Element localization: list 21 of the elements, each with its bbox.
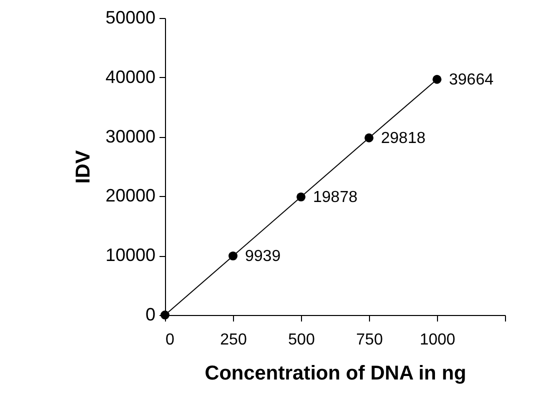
x-axis-title: Concentration of DNA in ng [204,362,466,384]
data-label: 29818 [381,130,426,147]
point [364,133,374,142]
y-tick-label: 30000 [105,126,156,146]
data-label: 9939 [245,248,281,265]
y-tick-label: 0 [145,304,156,324]
x-tick-label: 750 [356,332,383,348]
x-tick-label: 500 [288,332,315,348]
data-label: 19878 [313,188,358,206]
y-tick-label: 10000 [105,245,156,266]
x-tick-label: 250 [220,332,247,348]
point [432,74,442,84]
y-tick-label: 40000 [105,66,156,87]
x-tick-label: 1000 [420,332,456,348]
y-tick-label: 20000 [105,186,156,206]
data-label: 39664 [449,71,494,88]
point [228,252,238,260]
x-tick-label: 0 [166,332,174,348]
y-axis-title: IDV [72,150,94,184]
point [296,192,306,202]
y-tick-label: 50000 [105,8,156,28]
